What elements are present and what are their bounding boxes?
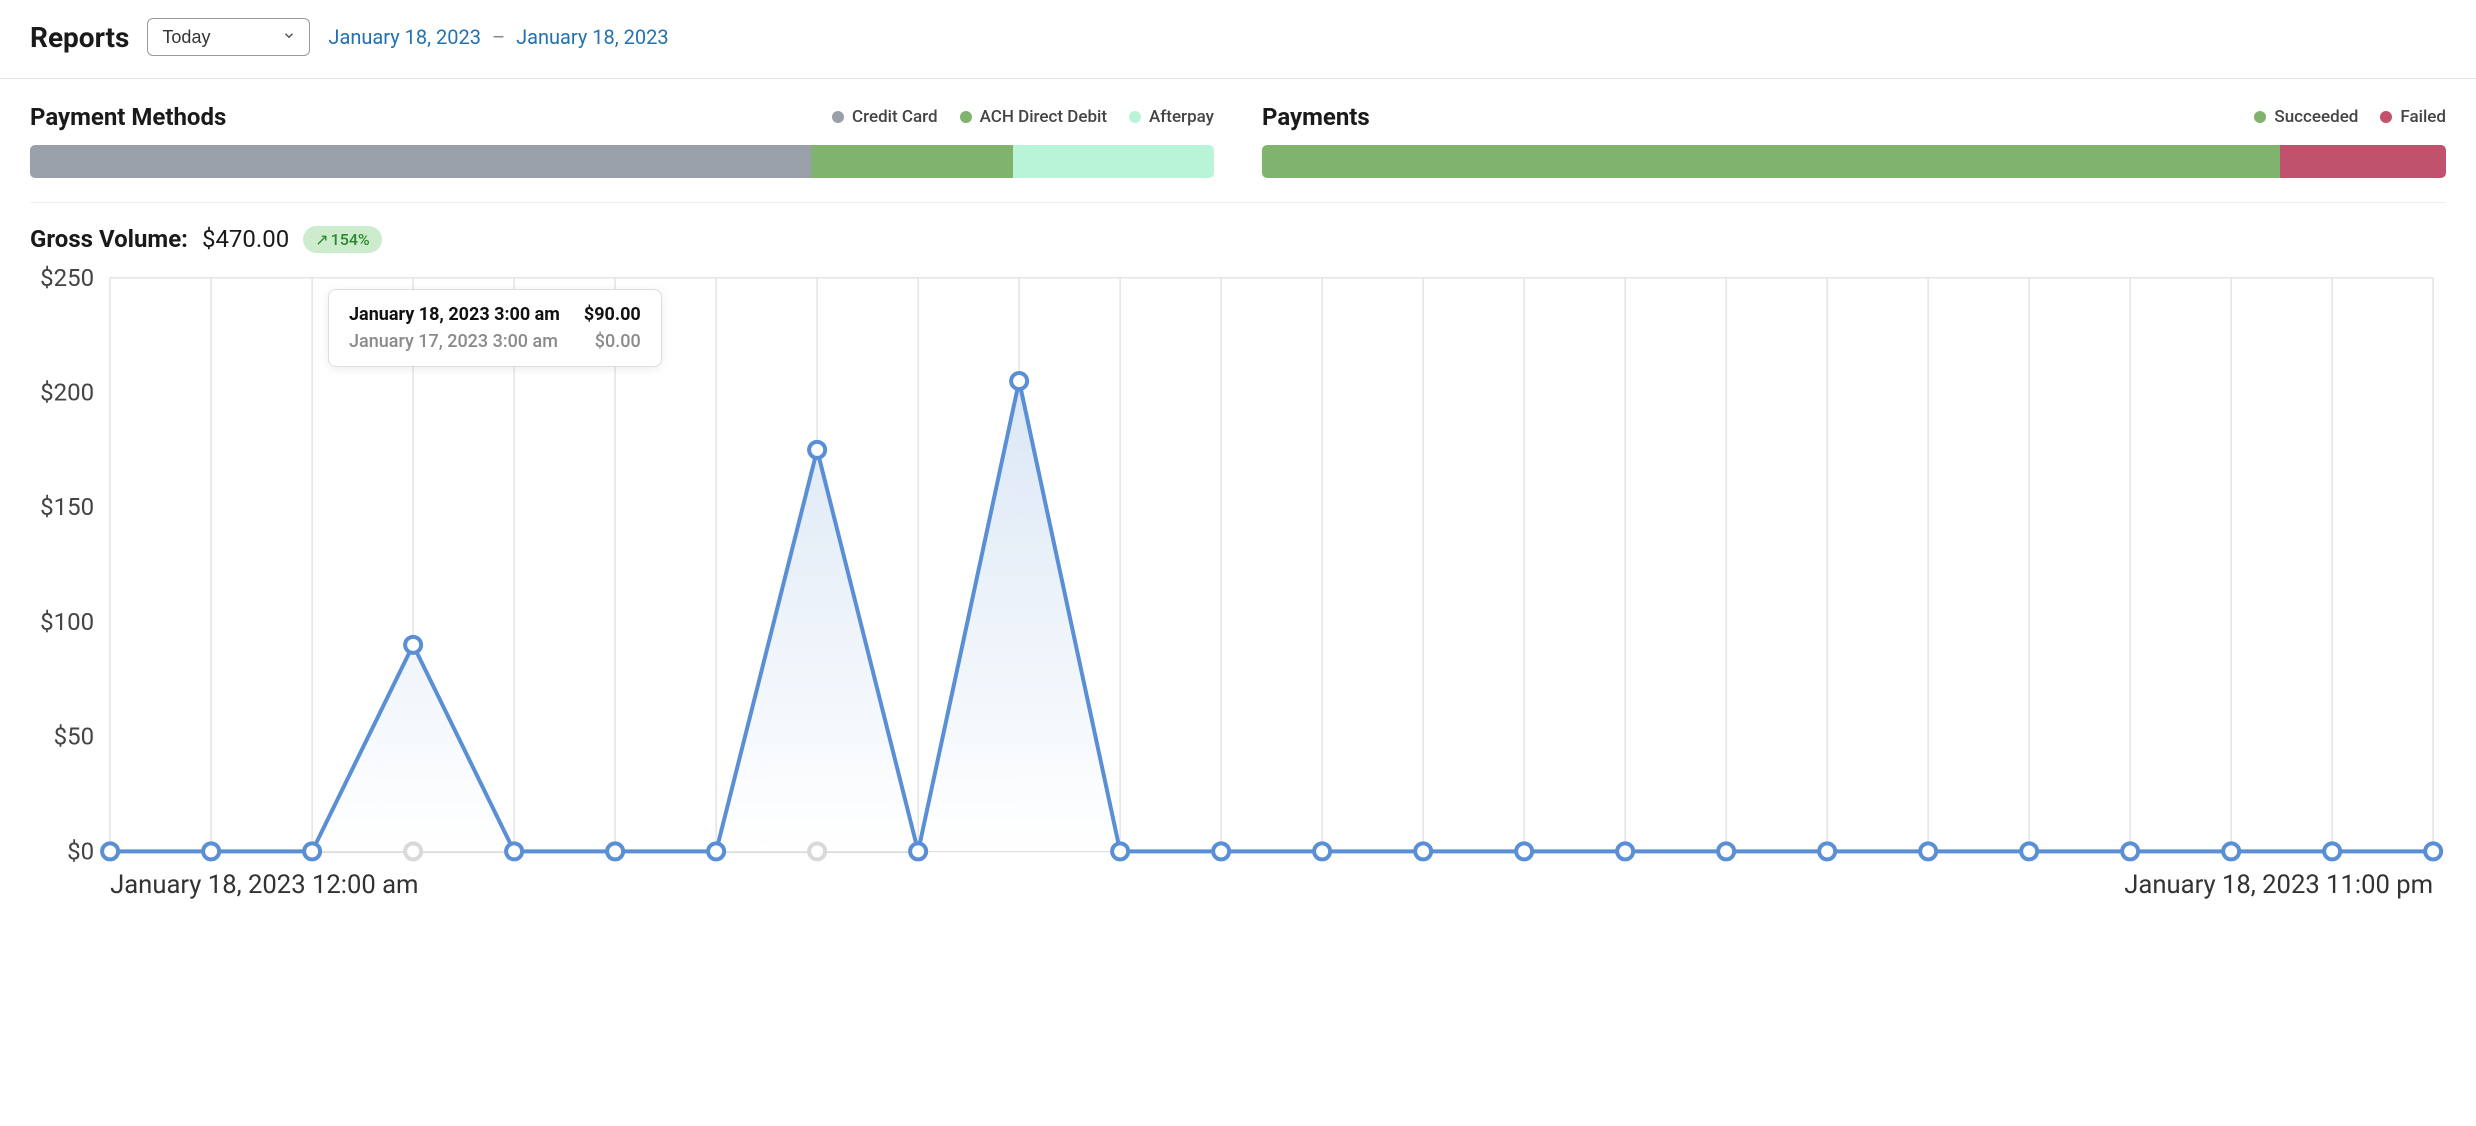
content: Payment Methods Credit Card ACH Direct De… xyxy=(0,79,2476,930)
svg-text:$0: $0 xyxy=(67,837,94,865)
payment-methods-bar xyxy=(30,145,1214,178)
tooltip-primary-row: January 18, 2023 3:00 am $90.00 xyxy=(349,304,641,325)
payments-legend: Succeeded Failed xyxy=(2254,107,2446,127)
tooltip-secondary-label: January 17, 2023 3:00 am xyxy=(349,331,558,352)
legend-dot-icon xyxy=(832,111,844,123)
bar-segment xyxy=(811,145,1012,178)
date-dash: – xyxy=(492,25,505,49)
tooltip-primary-value: $90.00 xyxy=(584,304,641,325)
payments-panel: Payments Succeeded Failed xyxy=(1262,103,2446,178)
legend-item: ACH Direct Debit xyxy=(960,107,1107,127)
bar-segment xyxy=(1013,145,1214,178)
payment-methods-legend: Credit Card ACH Direct Debit Afterpay xyxy=(832,107,1214,127)
legend-dot-icon xyxy=(2380,111,2392,123)
bar-segment xyxy=(2280,145,2446,178)
panel-head: Payments Succeeded Failed xyxy=(1262,103,2446,131)
tooltip-primary-label: January 18, 2023 3:00 am xyxy=(349,304,560,325)
date-range-display: January 18, 2023 – January 18, 2023 xyxy=(328,25,668,49)
svg-text:$100: $100 xyxy=(40,608,94,636)
payment-methods-panel: Payment Methods Credit Card ACH Direct De… xyxy=(30,103,1214,178)
gross-volume-title: Gross Volume: xyxy=(30,225,188,253)
legend-dot-icon xyxy=(960,111,972,123)
gross-volume-chart-wrap: $0 $50 $100 $150 $200 $250 January 18, 2023 12… xyxy=(30,265,2446,906)
gross-volume-delta-pill: ↗ 154% xyxy=(303,226,381,253)
tooltip-secondary-value: $0.00 xyxy=(595,331,641,352)
header-bar: Reports TodayYesterdayLast 7 daysLast 30… xyxy=(0,0,2476,79)
legend-label: Credit Card xyxy=(852,107,938,127)
legend-item: Succeeded xyxy=(2254,107,2358,127)
svg-text:$200: $200 xyxy=(40,379,94,407)
bar-segment xyxy=(30,145,811,178)
gross-volume-panel: Gross Volume: $470.00 ↗ 154% $0 $50 $100 $1… xyxy=(30,225,2446,906)
legend-label: Succeeded xyxy=(2274,107,2358,127)
svg-text:$150: $150 xyxy=(40,493,94,521)
date-end[interactable]: January 18, 2023 xyxy=(516,25,669,49)
legend-label: Failed xyxy=(2400,107,2446,127)
legend-label: ACH Direct Debit xyxy=(980,107,1107,127)
payments-title: Payments xyxy=(1262,103,1370,131)
legend-dot-icon xyxy=(2254,111,2266,123)
gross-volume-amount: $470.00 xyxy=(202,225,289,253)
legend-label: Afterpay xyxy=(1149,107,1214,127)
svg-text:$250: $250 xyxy=(40,265,94,292)
gross-volume-head: Gross Volume: $470.00 ↗ 154% xyxy=(30,225,2446,253)
tooltip-secondary-row: January 17, 2023 3:00 am $0.00 xyxy=(349,331,641,352)
legend-dot-icon xyxy=(1129,111,1141,123)
arrow-up-right-icon: ↗ xyxy=(315,230,328,249)
svg-text:January 18, 2023 12:00 am: January 18, 2023 12:00 am xyxy=(110,870,418,900)
separator xyxy=(30,202,2446,203)
legend-item: Failed xyxy=(2380,107,2446,127)
date-start[interactable]: January 18, 2023 xyxy=(328,25,481,49)
payment-methods-title: Payment Methods xyxy=(30,103,226,131)
chart-tooltip: January 18, 2023 3:00 am $90.00 January … xyxy=(328,289,662,367)
legend-item: Credit Card xyxy=(832,107,938,127)
page-title: Reports xyxy=(30,21,129,54)
summary-row: Payment Methods Credit Card ACH Direct De… xyxy=(30,103,2446,178)
bar-segment xyxy=(1262,145,2280,178)
legend-item: Afterpay xyxy=(1129,107,1214,127)
svg-text:$50: $50 xyxy=(54,723,95,751)
gross-volume-delta: 154% xyxy=(331,230,370,249)
svg-text:January 18, 2023 11:00 pm: January 18, 2023 11:00 pm xyxy=(2124,870,2433,900)
panel-head: Payment Methods Credit Card ACH Direct De… xyxy=(30,103,1214,131)
date-range-select-wrap: TodayYesterdayLast 7 daysLast 30 daysCus… xyxy=(147,18,310,56)
date-range-select[interactable]: TodayYesterdayLast 7 daysLast 30 daysCus… xyxy=(147,18,310,56)
payments-bar xyxy=(1262,145,2446,178)
